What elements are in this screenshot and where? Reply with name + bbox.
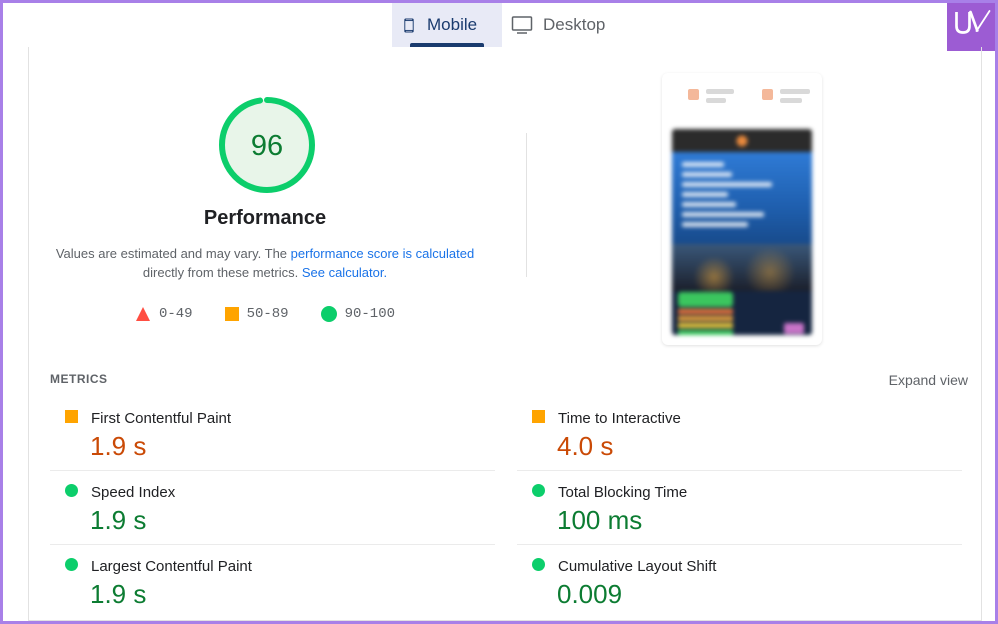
svg-text:96: 96	[251, 130, 283, 162]
